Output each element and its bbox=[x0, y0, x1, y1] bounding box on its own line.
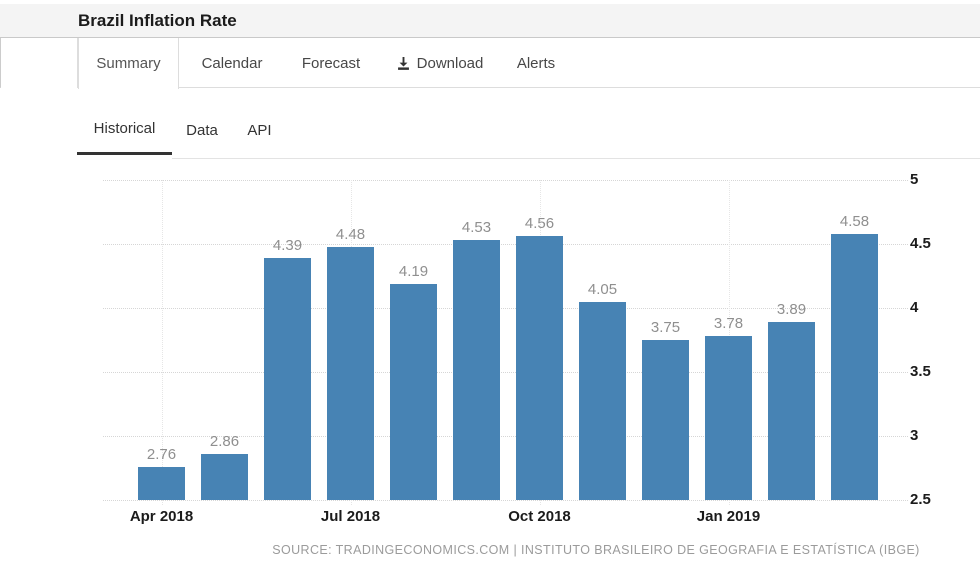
tab-alerts[interactable]: Alerts bbox=[509, 38, 563, 88]
y-axis-label: 2.5 bbox=[910, 491, 931, 508]
tab-summary-label: Summary bbox=[96, 55, 161, 72]
gridline-y bbox=[103, 372, 908, 373]
y-axis-label: 3 bbox=[910, 427, 919, 444]
bar-value-label: 2.86 bbox=[209, 433, 240, 450]
gridline-y bbox=[103, 180, 908, 181]
bar-value-label: 3.89 bbox=[776, 301, 807, 318]
bar-value-label: 4.39 bbox=[272, 237, 303, 254]
subtab-data[interactable]: Data bbox=[177, 105, 227, 155]
bar-value-label: 4.56 bbox=[524, 215, 555, 232]
bar-value-label: 2.76 bbox=[146, 446, 177, 463]
subtab-data-label: Data bbox=[186, 121, 218, 139]
bar-value-label: 4.05 bbox=[587, 281, 618, 298]
tab-calendar[interactable]: Calendar bbox=[192, 38, 272, 88]
gridline-y bbox=[103, 244, 908, 245]
y-axis-label: 5 bbox=[910, 171, 919, 188]
x-axis-label: Jul 2018 bbox=[320, 508, 381, 525]
bar-value-label: 3.75 bbox=[650, 319, 681, 336]
bar-value-label: 3.78 bbox=[713, 315, 744, 332]
gridline-y bbox=[103, 500, 908, 501]
bar[interactable] bbox=[579, 302, 626, 500]
source-attribution: SOURCE: TRADINGECONOMICS.COM | INSTITUTO… bbox=[272, 543, 920, 557]
bar[interactable] bbox=[201, 454, 248, 500]
tab-summary[interactable]: Summary bbox=[78, 38, 179, 89]
bar-chart: SOURCE: TRADINGECONOMICS.COM | INSTITUTO… bbox=[0, 165, 980, 567]
subtab-api[interactable]: API bbox=[232, 105, 287, 155]
bar[interactable] bbox=[390, 284, 437, 500]
bar[interactable] bbox=[138, 467, 185, 500]
sub-tab-bar: Historical Data API bbox=[0, 105, 980, 159]
bar-value-label: 4.53 bbox=[461, 219, 492, 236]
subtab-api-label: API bbox=[247, 121, 272, 139]
bar[interactable] bbox=[831, 234, 878, 500]
x-axis-label: Oct 2018 bbox=[508, 508, 571, 525]
bar[interactable] bbox=[768, 322, 815, 500]
main-tab-bar: Summary Calendar Forecast Download Alert… bbox=[0, 38, 980, 89]
gridline-y bbox=[103, 308, 908, 309]
bar[interactable] bbox=[642, 340, 689, 500]
bar-value-label: 4.48 bbox=[335, 226, 366, 243]
bar-value-label: 4.58 bbox=[839, 213, 870, 230]
gridline-x bbox=[161, 180, 163, 505]
y-axis-label: 4.5 bbox=[910, 235, 931, 252]
bar[interactable] bbox=[705, 336, 752, 500]
tab-forecast[interactable]: Forecast bbox=[293, 38, 369, 88]
x-axis-label: Jan 2019 bbox=[696, 508, 761, 525]
y-axis-label: 3.5 bbox=[910, 363, 931, 380]
tab-calendar-label: Calendar bbox=[201, 54, 263, 72]
subtab-historical-label: Historical bbox=[93, 120, 156, 137]
download-icon bbox=[396, 56, 411, 71]
tab-left-spacer bbox=[1, 38, 78, 88]
tab-alerts-label: Alerts bbox=[516, 54, 556, 72]
bar-value-label: 4.19 bbox=[398, 263, 429, 280]
subtab-historical[interactable]: Historical bbox=[77, 105, 172, 155]
tab-download-label: Download bbox=[416, 54, 484, 72]
bar[interactable] bbox=[327, 247, 374, 500]
gridline-y bbox=[103, 436, 908, 437]
bar[interactable] bbox=[516, 236, 563, 500]
bar[interactable] bbox=[264, 258, 311, 500]
x-axis-label: Apr 2018 bbox=[129, 508, 194, 525]
bar[interactable] bbox=[453, 240, 500, 500]
tab-download[interactable]: Download bbox=[386, 38, 493, 88]
subtab-divider bbox=[172, 158, 980, 159]
tab-forecast-label: Forecast bbox=[301, 54, 361, 72]
y-axis-label: 4 bbox=[910, 299, 919, 316]
title-band: Brazil Inflation Rate bbox=[0, 4, 980, 38]
page-title: Brazil Inflation Rate bbox=[78, 11, 237, 30]
